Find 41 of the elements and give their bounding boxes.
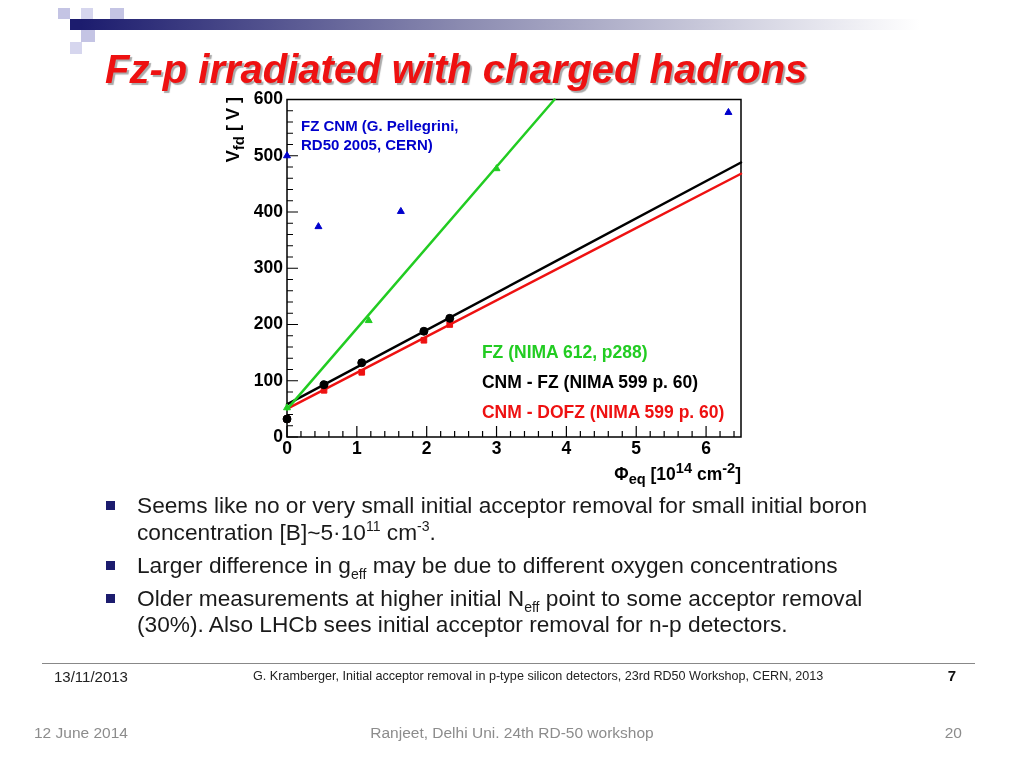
text: Larger difference in g$_{eff}$ may be due to different oxygen concentrations: [137, 551, 838, 582]
point: [319, 380, 329, 390]
text: CNM - DOFZ (NIMA 599 p. 60): [481, 401, 725, 422]
point: [314, 222, 323, 230]
x-tick-label: 3: [491, 438, 502, 459]
point: [283, 403, 291, 411]
y-tick-label: 0: [273, 425, 284, 446]
y-tick-label: 100: [253, 369, 284, 390]
text: Seems like no or very small initial acceptor removal for small initial boron concentration [B]~5·10$^{11}$ cm$^{-3}$.: [137, 492, 868, 545]
point: [420, 336, 428, 344]
text: 20: [944, 724, 962, 742]
point: [724, 107, 733, 115]
point: [419, 326, 429, 336]
text: 13/11/2013: [54, 668, 128, 685]
point: [445, 313, 455, 323]
text: G. Kramberger, Initial acceptor removal in p-type silicon detectors, 23rd RD50 Workshop, CERN, 2013: [253, 669, 824, 683]
point: [358, 368, 366, 376]
point: [283, 151, 291, 159]
y-tick-label: 200: [253, 313, 284, 334]
point: [364, 316, 373, 324]
y-tick-label: 400: [253, 200, 284, 221]
point: [492, 164, 501, 172]
series-label: FZ CNM (G. Pellegrini, RD50 2005, CERN): [301, 116, 459, 153]
y-tick-label: 600: [253, 88, 284, 109]
text: CNM - FZ (NIMA 599 p. 60): [481, 371, 699, 392]
text: Older measurements at higher initial N$_{eff}$ point to some acceptor removal (30%). Also LHCb sees initial acceptor removal for n-p detectors.: [137, 584, 863, 637]
point: [396, 206, 405, 214]
text: 12 June 2014: [34, 724, 128, 742]
x-tick-label: 6: [701, 438, 712, 459]
text: Ranjeet, Delhi Uni. 24th RD-50 workshop: [369, 724, 655, 742]
x-tick-label: 2: [421, 438, 432, 459]
x-axis-title: Φ$_{eq}$ [10$^{14}$ cm$^{-2}$]: [614, 459, 741, 490]
y-tick-label: 500: [253, 144, 284, 165]
text: FZ (NIMA 612, p288): [481, 341, 648, 362]
chart-title: Fz-p irradiated with charged hadrons: [105, 46, 808, 91]
x-tick-label: 4: [561, 438, 572, 459]
text: 7: [947, 667, 956, 684]
y-tick-label: 300: [253, 257, 284, 278]
x-tick-label: 1: [351, 438, 362, 459]
point: [357, 358, 367, 368]
x-tick-label: 5: [631, 438, 642, 459]
